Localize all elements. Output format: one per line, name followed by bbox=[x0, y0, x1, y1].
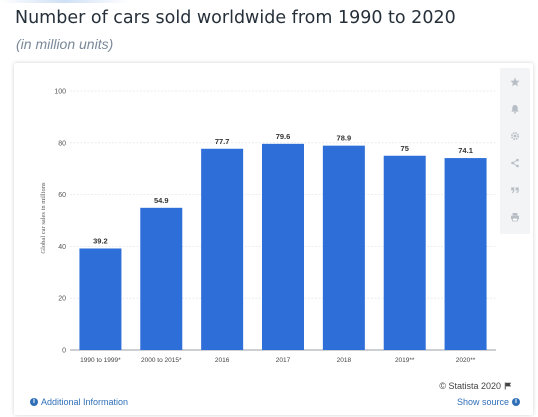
bar-2000-to-2015- bbox=[140, 207, 183, 350]
y-tick-label: 20 bbox=[58, 296, 66, 303]
credit-text: © Statista 2020 bbox=[439, 381, 501, 391]
bar-2016 bbox=[201, 148, 244, 350]
value-labels: 39.2 54.9 77.7 79.6 78.9 75 74.1 bbox=[93, 132, 473, 246]
gear-icon bbox=[510, 131, 520, 141]
bars bbox=[79, 143, 487, 350]
statista-credit: © Statista 2020 bbox=[439, 381, 512, 391]
bar-2017 bbox=[262, 143, 304, 350]
top-edge bbox=[0, 0, 538, 3]
y-tick-label: 100 bbox=[54, 89, 66, 96]
x-tick-label: 2019** bbox=[395, 357, 415, 364]
quote-icon bbox=[511, 187, 520, 194]
data-label: 77.7 bbox=[215, 137, 230, 146]
x-tick-label: 2016 bbox=[215, 357, 230, 364]
page-subtitle: (in million units) bbox=[16, 36, 114, 52]
bar-2020- bbox=[444, 158, 487, 350]
info-icon: i bbox=[512, 398, 520, 406]
flag-icon[interactable] bbox=[504, 382, 512, 390]
x-tick-label: 1990 to 1999* bbox=[80, 357, 121, 364]
data-label: 75 bbox=[401, 144, 409, 153]
bell-icon bbox=[511, 105, 519, 114]
bell-button[interactable] bbox=[504, 98, 526, 120]
cite-button[interactable] bbox=[504, 179, 526, 201]
x-tick-label: 2020** bbox=[456, 357, 476, 364]
data-label: 74.1 bbox=[458, 146, 473, 155]
x-tick-label: 2018 bbox=[337, 357, 352, 364]
settings-button[interactable] bbox=[504, 125, 526, 147]
y-axis-label: Global car sales in millions bbox=[40, 182, 47, 254]
bar-2019- bbox=[383, 155, 426, 350]
additional-information-label: Additional Information bbox=[41, 397, 129, 407]
y-tick-label: 0 bbox=[62, 348, 66, 355]
y-tick-label: 40 bbox=[58, 244, 66, 251]
page-title: Number of cars sold worldwide from 1990 … bbox=[15, 8, 456, 28]
show-source-link[interactable]: Show source i bbox=[457, 397, 520, 407]
data-label: 79.6 bbox=[276, 132, 291, 141]
share-icon bbox=[511, 158, 519, 168]
x-tick-label: 2000 to 2015* bbox=[141, 357, 182, 364]
bar-1990-to-1999- bbox=[79, 248, 122, 350]
y-tick-label: 60 bbox=[58, 192, 66, 199]
data-label: 39.2 bbox=[93, 236, 108, 245]
show-source-label: Show source bbox=[456, 397, 509, 407]
additional-information-link[interactable]: i Additional Information bbox=[30, 397, 128, 407]
x-axis-ticks: 1990 to 1999* 2000 to 2015* 2016 2017 2018 20… bbox=[80, 357, 476, 364]
bar-2018 bbox=[322, 145, 365, 350]
star-icon bbox=[510, 77, 520, 87]
data-label: 78.9 bbox=[337, 134, 352, 143]
chart-toolbar bbox=[500, 68, 530, 234]
x-tick-label: 2017 bbox=[276, 357, 291, 364]
print-icon bbox=[511, 213, 519, 222]
print-button[interactable] bbox=[504, 206, 526, 228]
y-tick-label: 80 bbox=[58, 140, 66, 147]
share-button[interactable] bbox=[504, 152, 526, 174]
data-label: 54.9 bbox=[154, 196, 169, 205]
star-button[interactable] bbox=[504, 71, 526, 93]
y-axis-ticks: 0 20 40 60 80 100 bbox=[54, 89, 66, 355]
info-icon: i bbox=[30, 398, 38, 406]
